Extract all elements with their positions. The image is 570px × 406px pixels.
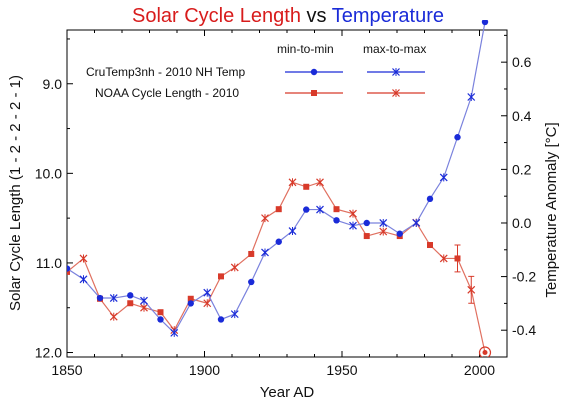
- series-temp-point-10: [217, 316, 225, 323]
- y-right-tick-label-5: -0.4: [512, 322, 536, 338]
- series-cycle-point-26: [454, 255, 461, 262]
- series-cycle-point-11: [230, 263, 239, 272]
- series-cycle-point-28: [478, 346, 492, 357]
- series-temp-point-16: [303, 206, 310, 213]
- series-temp-point-0: [67, 265, 71, 272]
- y-axis-left: 9.0 10.0 11.0 12.0: [35, 38, 73, 361]
- legend: min-to-min max-to-max CruTemp3nh - 2010 …: [86, 42, 426, 100]
- series-temp-point-15: [288, 227, 297, 236]
- series-temp-point-11: [230, 310, 239, 319]
- legend-temp-min-marker: [310, 68, 318, 76]
- series-temp-point-17: [316, 205, 324, 214]
- series-cycle-point-6: [157, 309, 164, 316]
- series-layer: [67, 20, 492, 357]
- y-left-tick-label-0: 9.0: [43, 76, 63, 92]
- x-tick-label-1850: 1850: [51, 362, 82, 378]
- y-right-tick-label-4: -0.2: [512, 269, 536, 285]
- series-temp-point-20: [363, 219, 370, 227]
- y-right-tick-label-0: 0.6: [512, 54, 532, 70]
- y-right-tick-label-3: 0.0: [512, 215, 532, 231]
- series-cycle-point-24: [427, 242, 433, 249]
- series-cycle: [67, 178, 492, 357]
- series-temp-point-12: [248, 278, 255, 286]
- series-temp-point-19: [349, 221, 357, 230]
- y-axis-right-label: Temperature Anomaly [°C]: [543, 122, 560, 297]
- series-cycle-point-17: [316, 178, 324, 187]
- series-cycle-point-18: [333, 206, 340, 213]
- y-left-tick-label-1: 10.0: [35, 165, 62, 181]
- x-tick-label-1900: 1900: [189, 362, 220, 378]
- x-axis-label: Year AD: [260, 384, 315, 401]
- chart-title: Solar Cycle Length vs Temperature: [132, 5, 444, 27]
- series-cycle-point-13: [261, 214, 269, 223]
- series-temp-point-3: [109, 294, 118, 303]
- series-cycle-point-14: [275, 206, 282, 213]
- x-axis: 1850 1900 1950 2000: [51, 30, 508, 378]
- series-cycle-point-25: [439, 254, 448, 263]
- series-temp-point-8: [187, 300, 194, 307]
- series-temp-point-14: [275, 238, 282, 245]
- series-temp-point-24: [426, 195, 434, 203]
- series-temp-point-4: [127, 292, 134, 299]
- series-temp-point-22: [396, 230, 403, 237]
- series-cycle-point-1: [79, 254, 88, 263]
- series-temp-point-1: [79, 275, 88, 284]
- series-temp-point-25: [439, 173, 448, 182]
- legend-header-min: min-to-min: [277, 42, 334, 56]
- series-temp-point-27: [467, 93, 476, 102]
- series-cycle-point-27: [467, 285, 476, 294]
- legend-cycle-max-marker: [392, 89, 400, 97]
- legend-entry-temp: CruTemp3nh - 2010 NH Temp: [86, 65, 246, 79]
- series-temp-point-7: [170, 328, 179, 337]
- series-cycle-point-15: [288, 178, 297, 187]
- legend-header-max: max-to-max: [363, 42, 426, 56]
- series-cycle-point-4: [127, 300, 134, 307]
- chart-title-part2: vs: [301, 5, 332, 27]
- series-temp: [67, 20, 489, 337]
- legend-entry-cycle: NOAA Cycle Length - 2010: [95, 86, 239, 100]
- series-temp-point-28: [481, 20, 489, 26]
- y-axis-left-label: Solar Cycle Length (1 - 2 - 2 - 2 - 1): [7, 75, 24, 311]
- legend-temp-max-marker: [392, 68, 400, 76]
- series-cycle-point-3: [109, 312, 118, 321]
- y-right-tick-label-2: 0.2: [512, 161, 532, 177]
- legend-cycle-min-marker: [311, 90, 317, 96]
- series-cycle-point-20: [363, 233, 370, 240]
- series-cycle-point-12: [248, 250, 255, 257]
- series-temp-point-26: [454, 134, 461, 141]
- chart-title-part1: Solar Cycle Length: [132, 5, 301, 27]
- series-temp-point-9: [203, 288, 212, 297]
- series-temp-point-21: [379, 218, 388, 227]
- chart-title-part3: Temperature: [332, 5, 444, 27]
- x-tick-label-1950: 1950: [326, 362, 357, 378]
- series-temp-point-5: [140, 296, 148, 305]
- series-temp-point-2: [96, 294, 104, 302]
- y-left-tick-label-3: 12.0: [35, 345, 62, 361]
- x-tick-label-2000: 2000: [464, 362, 495, 378]
- series-cycle-point-0: [67, 268, 70, 275]
- series-cycle-point-21: [379, 227, 388, 236]
- series-temp-point-6: [157, 316, 164, 323]
- y-left-tick-label-2: 11.0: [36, 255, 62, 271]
- y-right-tick-label-1: 0.4: [512, 108, 532, 124]
- series-cycle-point-5: [140, 303, 148, 312]
- series-cycle-point-10: [218, 273, 224, 280]
- y-axis-right: 0.6 0.4 0.2 0.0 -0.2 -0.4: [501, 34, 536, 358]
- series-cycle-point-8: [187, 295, 194, 302]
- series-temp-point-18: [333, 217, 340, 224]
- series-temp-point-23: [412, 218, 421, 227]
- series-cycle-point-19: [349, 209, 357, 218]
- series-temp-point-13: [261, 248, 269, 257]
- series-cycle-point-9: [203, 299, 212, 308]
- series-cycle-point-16: [303, 183, 310, 190]
